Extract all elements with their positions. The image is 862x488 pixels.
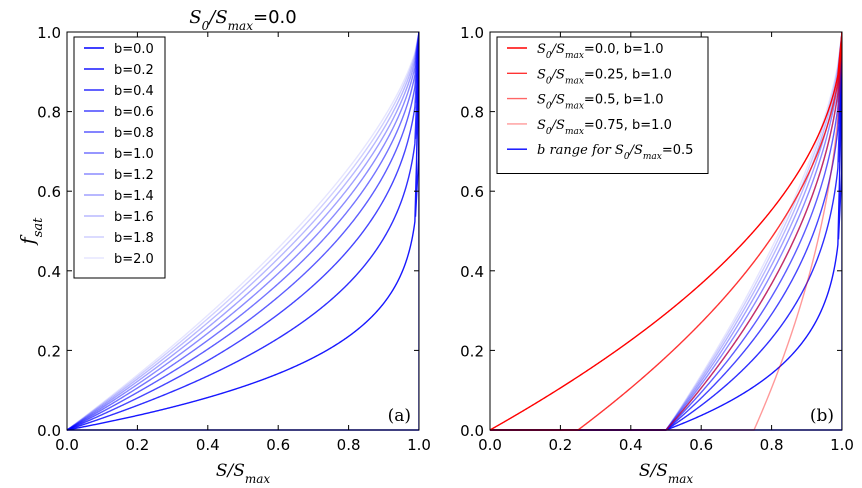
y-tick-label: 0.0 bbox=[37, 422, 61, 440]
legend-item: b=1.6 bbox=[84, 210, 154, 225]
legend-box bbox=[496, 36, 709, 174]
x-tick-label: 0.8 bbox=[337, 436, 361, 454]
y-tick-label: 0.2 bbox=[37, 342, 61, 360]
legend-label: b=0.8 bbox=[114, 126, 154, 141]
series-line-9 bbox=[67, 31, 419, 431]
y-axis-label: fsat bbox=[17, 217, 46, 246]
y-tick-label: 1.0 bbox=[37, 24, 61, 42]
x-tick-label: 0.4 bbox=[196, 436, 220, 454]
legend-item: S0/Smax=0.5, b=1.0 bbox=[507, 93, 664, 112]
legend-label: b=0.0 bbox=[114, 42, 154, 57]
legend-item: b=0.8 bbox=[84, 126, 154, 141]
x-axis-label: S/Smax bbox=[216, 461, 271, 486]
legend-label: b=1.8 bbox=[114, 231, 154, 246]
legend-item: b=1.4 bbox=[84, 189, 154, 204]
x-tick-label: 0.8 bbox=[760, 436, 784, 454]
series-line-6 bbox=[67, 31, 419, 431]
legend-label: b=1.6 bbox=[114, 210, 154, 225]
legend-item: b=0.2 bbox=[84, 63, 154, 78]
legend: b=0.0 b=0.2 b=0.4 b=0.6 b=0.8 b=1.0 b=1.2 b=1.4… bbox=[73, 36, 166, 279]
y-tick-label: 0.8 bbox=[460, 104, 484, 122]
legend-label: S0/Smax=0.5, b=1.0 bbox=[537, 93, 664, 112]
y-tick-label: 0.6 bbox=[460, 183, 484, 201]
panel-b: 0.0 0.2 0.4 0.6 0.8 1.0 0.0 0.2 0.4 0.6 0.8 1.0 S/Sm… bbox=[460, 24, 854, 486]
x-tick-label: 0.4 bbox=[619, 436, 643, 454]
legend-item: b=0.0 bbox=[84, 42, 154, 57]
legend-item: b=1.8 bbox=[84, 231, 154, 246]
y-tick-label: 0.4 bbox=[460, 263, 484, 281]
panel-label: (a) bbox=[388, 406, 411, 426]
legend-label: b=0.6 bbox=[114, 105, 154, 120]
legend-item: b=1.0 bbox=[84, 147, 154, 162]
legend-item: b=1.2 bbox=[84, 168, 154, 183]
series-line-2 bbox=[67, 31, 419, 431]
y-tick-label: 0.6 bbox=[37, 183, 61, 201]
y-tick-label: 0.4 bbox=[37, 263, 61, 281]
series-line-8 bbox=[67, 31, 419, 431]
y-tick-label: 1.0 bbox=[460, 24, 484, 42]
series-line-5 bbox=[67, 31, 419, 431]
axes-frame bbox=[489, 31, 843, 431]
chart-title: S0/Smax=0.0 bbox=[189, 7, 296, 33]
legend-label: S0/Smax=0.75, b=1.0 bbox=[537, 118, 672, 137]
x-tick-label: 1.0 bbox=[407, 436, 431, 454]
legend-label: b=1.2 bbox=[114, 168, 154, 183]
legend-label: b=0.2 bbox=[114, 63, 154, 78]
x-tick-label: 0.2 bbox=[548, 436, 572, 454]
series-line-3 bbox=[67, 31, 419, 431]
legend-item: S0/Smax=0.75, b=1.0 bbox=[507, 118, 672, 137]
axes-frame bbox=[66, 31, 420, 431]
legend-label: S0/Smax=0.0, b=1.0 bbox=[537, 42, 664, 61]
panel-label: (b) bbox=[810, 406, 834, 426]
x-axis-label: S/Smax bbox=[639, 461, 694, 486]
series-line-1 bbox=[67, 31, 419, 431]
x-tick-label: 0.0 bbox=[478, 436, 502, 454]
legend-label: b=0.4 bbox=[114, 84, 154, 99]
y-tick-label: 0.8 bbox=[37, 104, 61, 122]
legend: S0/Smax=0.0, b=1.0 S0/Smax=0.25, b=1.0 S0/… bbox=[496, 36, 709, 174]
legend-label: b=1.4 bbox=[114, 189, 154, 204]
series-line-4 bbox=[67, 31, 419, 431]
x-tick-label: 0.0 bbox=[55, 436, 79, 454]
x-tick-label: 0.2 bbox=[125, 436, 149, 454]
series-line-10 bbox=[67, 31, 419, 431]
series-line-0 bbox=[490, 31, 842, 431]
y-tick-label: 0.2 bbox=[460, 342, 484, 360]
legend-label: b=1.0 bbox=[114, 147, 154, 162]
x-tick-label: 0.6 bbox=[266, 436, 290, 454]
series-group bbox=[67, 31, 419, 431]
legend-item: S0/Smax=0.0, b=1.0 bbox=[507, 42, 664, 61]
legend-label: b=2.0 bbox=[114, 252, 154, 267]
legend-item: b=0.6 bbox=[84, 105, 154, 120]
legend-item: b=2.0 bbox=[84, 252, 154, 267]
panel-a: 0.0 0.2 0.4 0.6 0.8 1.0 0.0 0.2 0.4 0.6 0.8 1.0 S/Sm… bbox=[17, 7, 431, 486]
x-tick-label: 1.0 bbox=[830, 436, 854, 454]
legend-item: b range for S0/Smax=0.5 bbox=[507, 143, 693, 162]
legend-label: S0/Smax=0.25, b=1.0 bbox=[537, 67, 672, 86]
series-line-7 bbox=[67, 31, 419, 431]
x-tick-label: 0.6 bbox=[689, 436, 713, 454]
legend-label: b range for S0/Smax=0.5 bbox=[537, 143, 693, 162]
legend-item: S0/Smax=0.25, b=1.0 bbox=[507, 67, 672, 86]
legend-item: b=0.4 bbox=[84, 84, 154, 99]
y-tick-label: 0.0 bbox=[460, 422, 484, 440]
legend-box bbox=[73, 36, 166, 279]
